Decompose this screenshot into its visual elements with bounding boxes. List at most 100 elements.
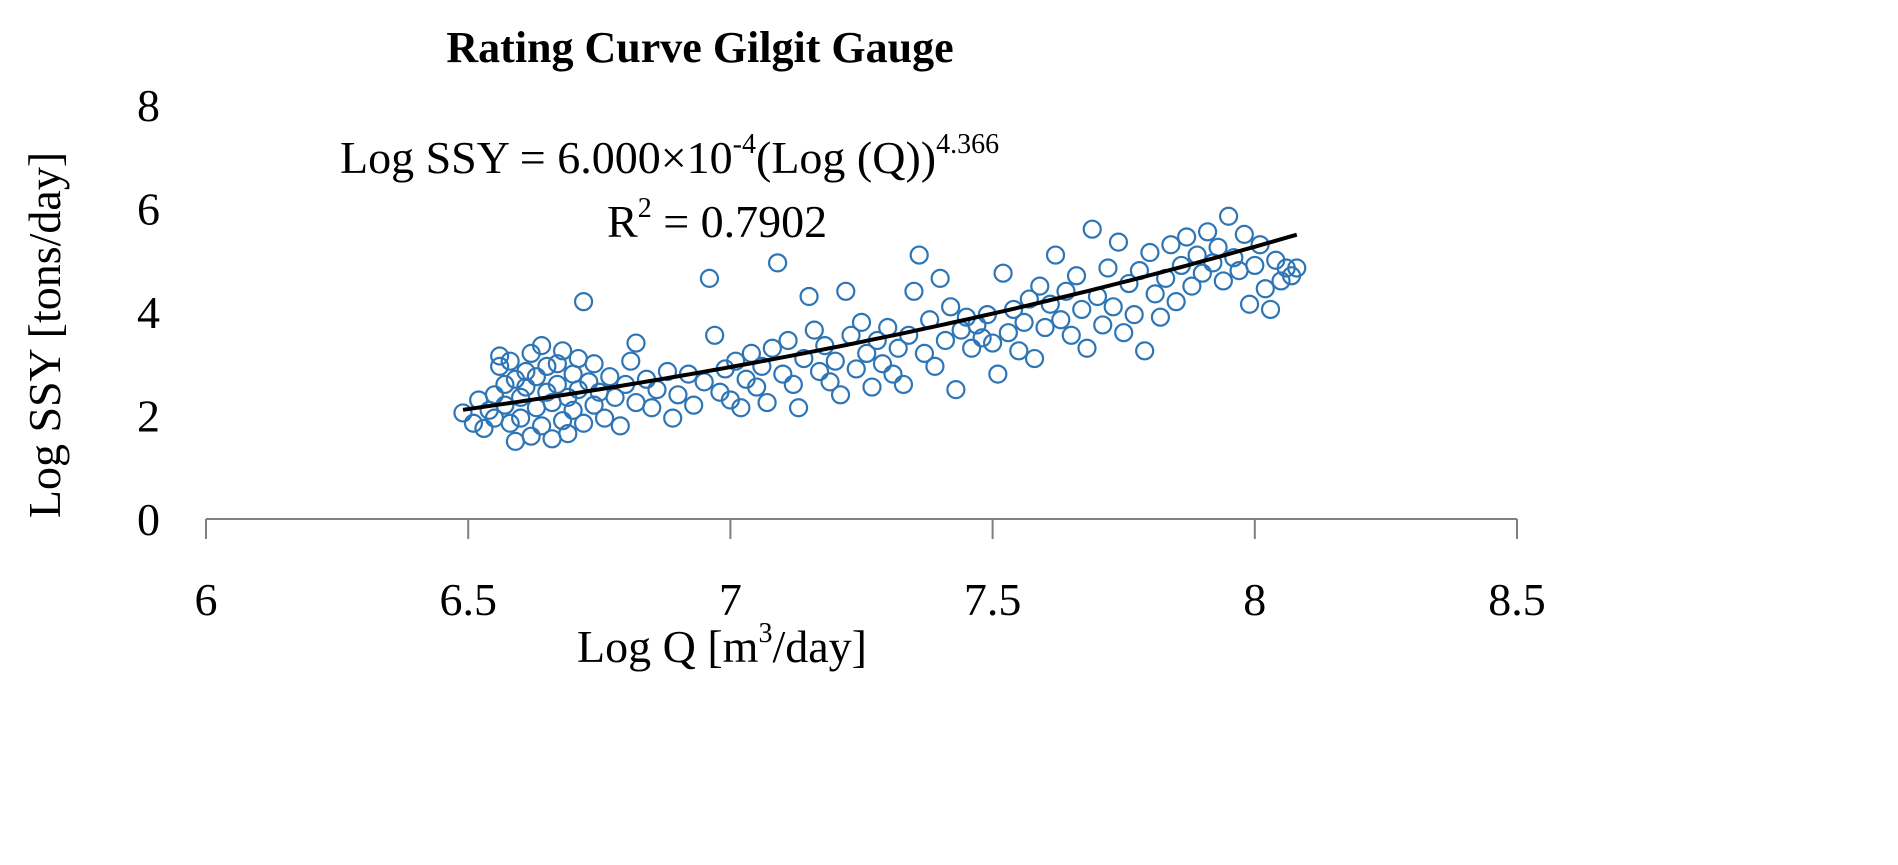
data-point: [694, 372, 714, 392]
data-point: [490, 356, 510, 376]
data-point: [825, 351, 845, 371]
data-point: [747, 377, 767, 397]
data-point: [757, 392, 777, 413]
data-point: [1098, 258, 1118, 278]
data-point: [621, 351, 641, 371]
data-point: [972, 328, 992, 348]
data-point: [516, 361, 536, 382]
x-tick-label: 6: [195, 574, 218, 625]
data-point: [626, 333, 646, 353]
data-point: [1271, 271, 1291, 291]
data-point: [1024, 348, 1045, 369]
data-point: [1103, 297, 1123, 317]
x-axis-ticks: 6 6.5 7 7.5 8 8.5: [195, 519, 1546, 625]
data-point: [542, 429, 562, 449]
data-point: [1030, 276, 1050, 296]
data-point: [1150, 307, 1171, 327]
data-point: [495, 374, 515, 395]
data-point: [463, 413, 484, 433]
r-squared-label: R2 = 0.7902: [607, 193, 827, 247]
data-point: [846, 359, 866, 379]
data-point: [1192, 263, 1212, 283]
data-point: [830, 385, 851, 405]
data-point: [1009, 341, 1029, 361]
data-point: [516, 377, 536, 397]
y-tick-label: 0: [137, 494, 160, 545]
data-point: [925, 356, 945, 376]
data-point: [778, 330, 798, 351]
data-point: [552, 341, 573, 361]
data-point: [1161, 235, 1181, 255]
data-point: [888, 338, 908, 358]
data-point: [1051, 310, 1071, 330]
data-point: [862, 377, 882, 397]
data-point: [1035, 317, 1055, 338]
data-point: [600, 367, 620, 387]
data-point: [642, 398, 662, 418]
data-point: [526, 367, 546, 387]
data-point: [872, 354, 893, 374]
data-point: [1145, 284, 1165, 304]
data-point: [573, 413, 594, 433]
data-point: [762, 338, 782, 358]
data-point: [1166, 292, 1186, 312]
data-point: [699, 268, 720, 288]
data-point: [663, 408, 683, 428]
trendline: [462, 232, 1298, 412]
data-point: [1108, 232, 1129, 252]
data-point: [1234, 224, 1254, 244]
data-point: [804, 320, 824, 340]
data-point: [500, 413, 520, 433]
x-tick-label: 8.5: [1488, 574, 1546, 625]
data-point: [1061, 325, 1081, 345]
data-point: [521, 426, 541, 446]
data-point: [1014, 312, 1034, 332]
y-tick-label: 8: [137, 80, 160, 131]
data-point: [605, 387, 625, 407]
data-point: [1019, 289, 1039, 309]
y-tick-label: 4: [137, 287, 160, 338]
data-point: [568, 348, 588, 369]
y-tick-label: 2: [137, 391, 160, 442]
data-point: [511, 408, 531, 428]
data-point: [1224, 248, 1244, 268]
data-point: [1177, 227, 1197, 247]
data-point: [836, 281, 856, 301]
data-point: [1093, 315, 1113, 335]
data-point: [1077, 338, 1097, 358]
data-point: [552, 411, 573, 431]
data-point: [490, 346, 510, 366]
data-point: [820, 372, 840, 392]
data-point: [584, 354, 604, 374]
data-point: [647, 380, 667, 400]
data-point: [547, 374, 567, 395]
data-point: [783, 374, 803, 395]
data-point: [998, 323, 1018, 343]
data-point: [752, 356, 772, 376]
data-point: [941, 297, 961, 317]
data-point: [532, 416, 552, 436]
data-point: [767, 253, 788, 273]
data-point: [474, 418, 494, 439]
x-axis-label: Log Q [m3/day]: [577, 618, 867, 672]
data-point: [1260, 299, 1281, 320]
x-tick-label: 6.5: [439, 574, 497, 625]
data-point: [1218, 206, 1239, 226]
data-point: [857, 343, 877, 363]
data-point: [500, 351, 520, 371]
y-tick-label: 6: [137, 184, 160, 235]
x-tick-label: 7: [719, 574, 742, 625]
data-point: [909, 245, 929, 265]
data-point: [610, 416, 630, 436]
data-point: [988, 364, 1008, 384]
data-point: [1255, 279, 1275, 299]
data-point: [594, 408, 615, 428]
data-point: [946, 380, 966, 400]
data-point: [1182, 276, 1202, 296]
data-point: [726, 351, 746, 371]
data-point: [626, 392, 646, 413]
data-point: [851, 312, 872, 332]
data-point: [1135, 341, 1155, 361]
data-point: [1072, 299, 1092, 320]
